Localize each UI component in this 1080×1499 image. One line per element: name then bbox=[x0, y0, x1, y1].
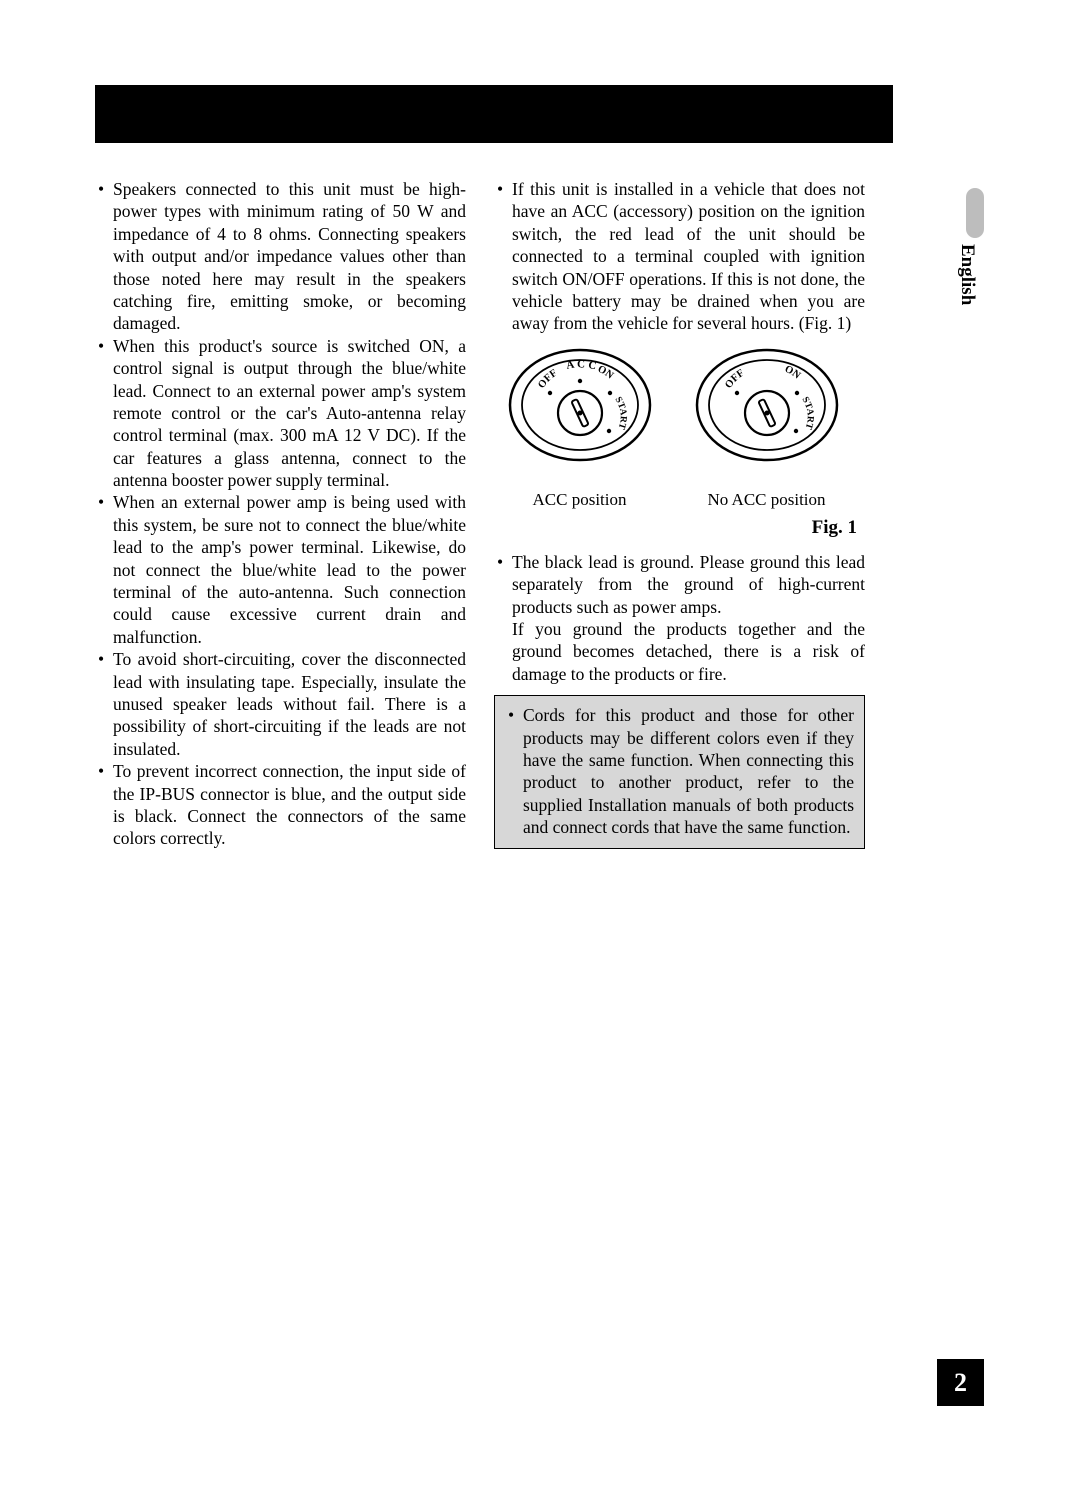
note-box-text: Cords for this product and those for oth… bbox=[505, 704, 854, 838]
svg-text:OFF: OFF bbox=[536, 367, 559, 390]
header-black-bar bbox=[95, 85, 893, 143]
side-language-tab bbox=[966, 188, 984, 238]
right-mid-continuation: If you ground the products together and … bbox=[494, 618, 865, 685]
figure-caption: Fig. 1 bbox=[494, 516, 865, 540]
ignition-dial-acc-icon: OFF A C C ON START bbox=[505, 345, 655, 465]
figure-1: OFF A C C ON START ACC position bbox=[494, 345, 865, 541]
left-bullet: To prevent incorrect connection, the inp… bbox=[95, 760, 466, 850]
svg-text:A C C: A C C bbox=[565, 358, 597, 372]
dial-acc-label: ACC position bbox=[502, 489, 657, 511]
left-bullet: When this product's source is switched O… bbox=[95, 335, 466, 492]
svg-text:OFF: OFF bbox=[723, 367, 746, 390]
left-bullet: Speakers connected to this unit must be … bbox=[95, 178, 466, 335]
left-bullet: When an external power amp is being used… bbox=[95, 491, 466, 648]
right-top-bullet: If this unit is installed in a vehicle t… bbox=[494, 178, 865, 335]
right-column: If this unit is installed in a vehicle t… bbox=[494, 178, 865, 850]
note-box: Cords for this product and those for oth… bbox=[494, 695, 865, 849]
ignition-dial-noacc-icon: OFF ON START bbox=[692, 345, 842, 465]
right-mid-bullet: The black lead is ground. Please ground … bbox=[494, 551, 865, 618]
content-area: Speakers connected to this unit must be … bbox=[95, 178, 865, 850]
dial-noacc-label: No ACC position bbox=[689, 489, 844, 511]
page-number: 2 bbox=[937, 1359, 984, 1406]
side-language-label: English bbox=[956, 244, 978, 305]
svg-text:START: START bbox=[799, 395, 814, 431]
dial-acc: OFF A C C ON START ACC position bbox=[502, 345, 657, 511]
dial-no-acc: OFF ON START No ACC position bbox=[689, 345, 844, 511]
svg-text:ON: ON bbox=[595, 363, 615, 381]
left-bullet: To avoid short-circuiting, cover the dis… bbox=[95, 648, 466, 760]
left-column: Speakers connected to this unit must be … bbox=[95, 178, 466, 850]
svg-text:ON: ON bbox=[782, 363, 802, 381]
svg-text:START: START bbox=[612, 395, 627, 431]
